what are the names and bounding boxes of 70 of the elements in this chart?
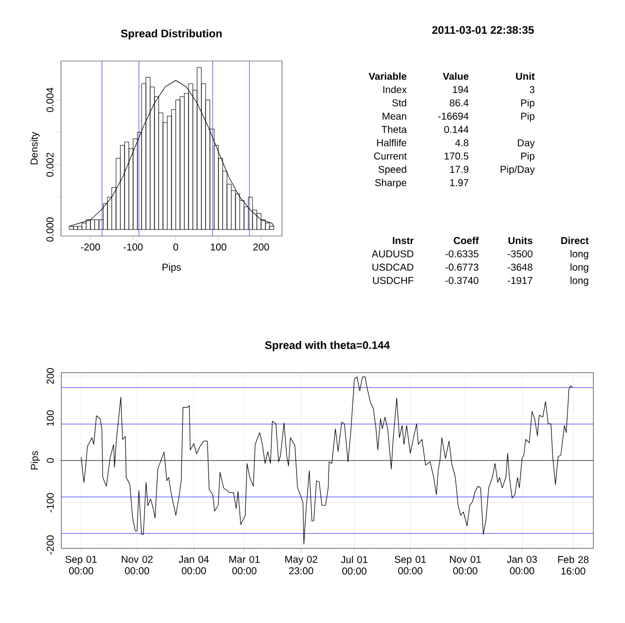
text: -3648	[508, 264, 532, 271]
text: Pip	[521, 152, 534, 162]
text: 17.9	[450, 166, 468, 173]
chart-title: Spread Distribution	[120, 29, 222, 40]
text: Unit	[516, 72, 535, 80]
text: 2011-03-01 22:38:35	[432, 26, 534, 34]
text: AUDUSD	[372, 250, 414, 258]
y-tick-label: 0.002	[46, 152, 54, 177]
text: 4.8	[455, 139, 468, 146]
chart-title: Spread with theta=0.144	[265, 340, 390, 352]
y-axis-title: Pips	[30, 451, 40, 470]
x-tick-label: 0	[173, 244, 178, 251]
text: Pip	[521, 112, 534, 122]
text: Speed	[378, 166, 406, 175]
x-tick-label: -100	[124, 244, 143, 251]
text: Current	[374, 152, 407, 160]
y-tick-label: -200	[46, 535, 54, 554]
x-tick-label: -200	[80, 244, 100, 251]
text: Direct	[561, 236, 589, 244]
text: Sharpe	[375, 178, 406, 188]
y-tick-label: 0.004	[46, 88, 54, 112]
text: long	[570, 250, 588, 260]
text: Units	[508, 236, 532, 244]
x-tick-label: Jan 03 00:00	[506, 556, 537, 574]
text: -0.6335	[445, 250, 478, 258]
text: -3500	[508, 250, 532, 258]
x-tick-label: 100	[210, 244, 226, 251]
y-tick-label: 200	[46, 368, 54, 384]
x-tick-label: 200	[253, 244, 270, 251]
x-tick-label: Nov 01 00:00	[450, 556, 481, 574]
x-tick-label: Sep 01 00:00	[66, 556, 97, 574]
y-tick-label: 0	[46, 458, 54, 463]
text: Instr	[392, 237, 414, 244]
text: long	[570, 263, 588, 273]
x-tick-label: Jul 01 00:00	[340, 556, 368, 575]
text: Halflife	[377, 138, 406, 146]
text: 86.4	[450, 99, 469, 106]
x-tick-label: Feb 28 16:00	[558, 556, 589, 575]
y-tick-label: 0.000	[46, 217, 54, 242]
x-tick-label: Mar 01 00:00	[229, 556, 260, 574]
text: Value	[442, 72, 468, 80]
x-axis-title: Pips	[162, 263, 181, 273]
x-tick-label: Sep 01 00:00	[394, 556, 426, 574]
x-tick-label: Jan 04 00:00	[178, 556, 209, 574]
x-tick-label: Nov 02 00:00	[122, 556, 153, 574]
text: Pip/Day	[500, 166, 535, 175]
text: long	[570, 276, 588, 286]
text: 0.144	[444, 126, 469, 133]
text: 170.5	[444, 152, 468, 160]
text: 3	[530, 86, 534, 94]
text: Theta	[382, 126, 407, 133]
y-axis-title: Density	[30, 132, 40, 164]
text: Index	[383, 86, 407, 94]
y-tick-label: -100	[46, 493, 54, 512]
text: 1.97	[450, 179, 468, 186]
text: Coeff	[454, 236, 479, 244]
text: Mean	[382, 112, 406, 120]
text: USDCAD	[372, 264, 414, 271]
text: -16694	[438, 112, 469, 120]
text: 194	[452, 86, 469, 94]
x-tick-label: May 02 23:00	[285, 556, 318, 574]
text: Day	[518, 139, 535, 148]
text: -1917	[508, 276, 532, 284]
text: -0.3740	[445, 276, 478, 284]
text: -0.6773	[445, 264, 478, 271]
y-tick-label: 100	[46, 410, 54, 426]
text: Std	[392, 99, 406, 106]
text: Pip	[521, 99, 534, 108]
text: USDCHF	[373, 276, 414, 284]
text: Variable	[368, 72, 406, 80]
